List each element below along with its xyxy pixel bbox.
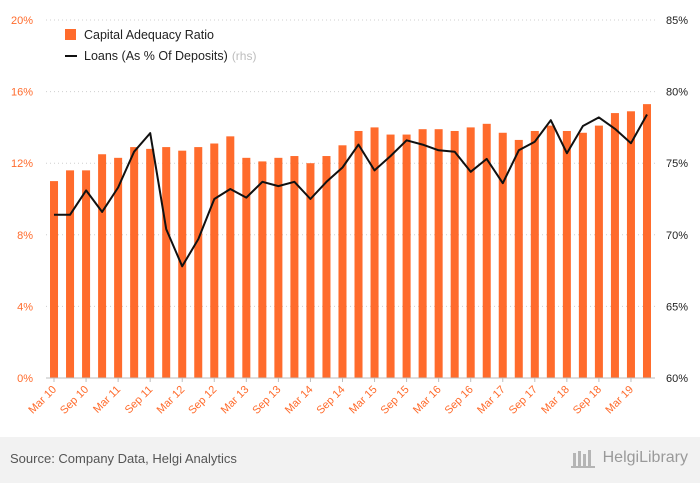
- bar: [530, 130, 539, 378]
- bar: [114, 157, 123, 378]
- x-tick-label: Sep 13: [250, 384, 283, 417]
- bar: [418, 129, 427, 378]
- x-tick-label: Mar 18: [539, 384, 572, 417]
- bar: [66, 170, 75, 378]
- bar: [498, 132, 507, 378]
- bar: [322, 156, 331, 378]
- y-tick-label-right: 70%: [666, 230, 688, 242]
- bar: [562, 130, 571, 378]
- brand[interactable]: HelgiLibrary: [570, 447, 688, 469]
- y-tick-label-left: 16%: [11, 87, 33, 99]
- bar: [434, 129, 443, 378]
- y-tick-label-left: 20%: [11, 15, 33, 27]
- source-text: Source: Company Data, Helgi Analytics: [10, 451, 237, 466]
- y-tick-label-right: 75%: [666, 158, 688, 170]
- bar: [194, 147, 203, 378]
- x-tick-label: Mar 16: [411, 384, 444, 417]
- legend: Capital Adequacy Ratio Loans (As % Of De…: [65, 28, 256, 63]
- x-tick-label: Sep 16: [443, 384, 476, 417]
- y-tick-label-left: 0%: [17, 373, 33, 385]
- bar: [642, 104, 651, 378]
- bar: [306, 163, 315, 378]
- x-tick-label: Mar 19: [603, 384, 636, 417]
- bar: [514, 139, 523, 378]
- bar: [338, 145, 347, 378]
- x-tick-label: Mar 17: [475, 384, 508, 417]
- bar: [546, 125, 555, 378]
- x-tick-label: Mar 10: [26, 384, 59, 417]
- bar: [50, 181, 59, 378]
- bar: [402, 134, 411, 378]
- bar: [578, 132, 587, 378]
- bar: [146, 148, 155, 378]
- legend-label-line: Loans (As % Of Deposits) (rhs): [84, 49, 256, 63]
- bar: [594, 125, 603, 378]
- bar: [482, 123, 491, 378]
- bar: [466, 127, 475, 379]
- x-tick-label: Mar 13: [219, 384, 252, 417]
- bar: [354, 130, 363, 378]
- chart: 0% 60%4% 65%8% 70%12% 75%16% 80%20% 85%Mar 10S…: [11, 15, 688, 417]
- x-tick-label: Mar 14: [283, 384, 316, 417]
- bar: [162, 147, 171, 378]
- x-tick-label: Mar 15: [347, 384, 380, 417]
- gridlines: [46, 19, 655, 307]
- x-tick-label: Sep 17: [507, 384, 540, 417]
- x-tick-label: Sep 10: [58, 384, 91, 417]
- x-tick-label: Sep 12: [186, 384, 219, 417]
- bar: [450, 130, 459, 378]
- x-tick-label: Sep 11: [123, 384, 156, 417]
- legend-label-bar: Capital Adequacy Ratio: [84, 28, 214, 42]
- x-tick-label: Sep 15: [379, 384, 412, 417]
- x-tick-label: Mar 12: [155, 384, 188, 417]
- bar: [274, 157, 283, 378]
- brand-name: HelgiLibrary: [602, 449, 688, 466]
- bar: [258, 161, 267, 378]
- footer: Source: Company Data, Helgi Analytics He…: [0, 437, 700, 483]
- x-tick-label: Sep 18: [571, 384, 604, 417]
- bar: [290, 156, 299, 378]
- bar: [210, 143, 219, 378]
- y-tick-label-left: 8%: [17, 230, 33, 242]
- y-tick-label-right: 85%: [666, 15, 688, 27]
- legend-swatch-bar: [65, 29, 76, 40]
- bar: [610, 113, 619, 378]
- line-path: [54, 114, 648, 268]
- library-icon: [570, 450, 595, 468]
- legend-label-line-text: Loans (As % Of Deposits): [84, 49, 228, 63]
- line-series: [54, 114, 648, 268]
- bar: [226, 136, 235, 378]
- y-tick-label-right: 80%: [666, 87, 688, 99]
- bar: [242, 157, 251, 378]
- y-tick-label-right: 65%: [666, 301, 688, 313]
- x-tick-label: Sep 14: [314, 384, 347, 417]
- bar: [98, 154, 107, 378]
- bar: [370, 127, 379, 379]
- y-tick-label-right: 60%: [666, 373, 688, 385]
- x-tick-label: Mar 11: [91, 384, 123, 416]
- bar: [82, 170, 91, 378]
- bar: [626, 111, 635, 378]
- bar: [130, 147, 139, 378]
- legend-rhs-label: (rhs): [232, 49, 257, 63]
- y-tick-label-left: 12%: [11, 158, 33, 170]
- bar: [386, 134, 395, 378]
- y-tick-label-left: 4%: [17, 301, 33, 313]
